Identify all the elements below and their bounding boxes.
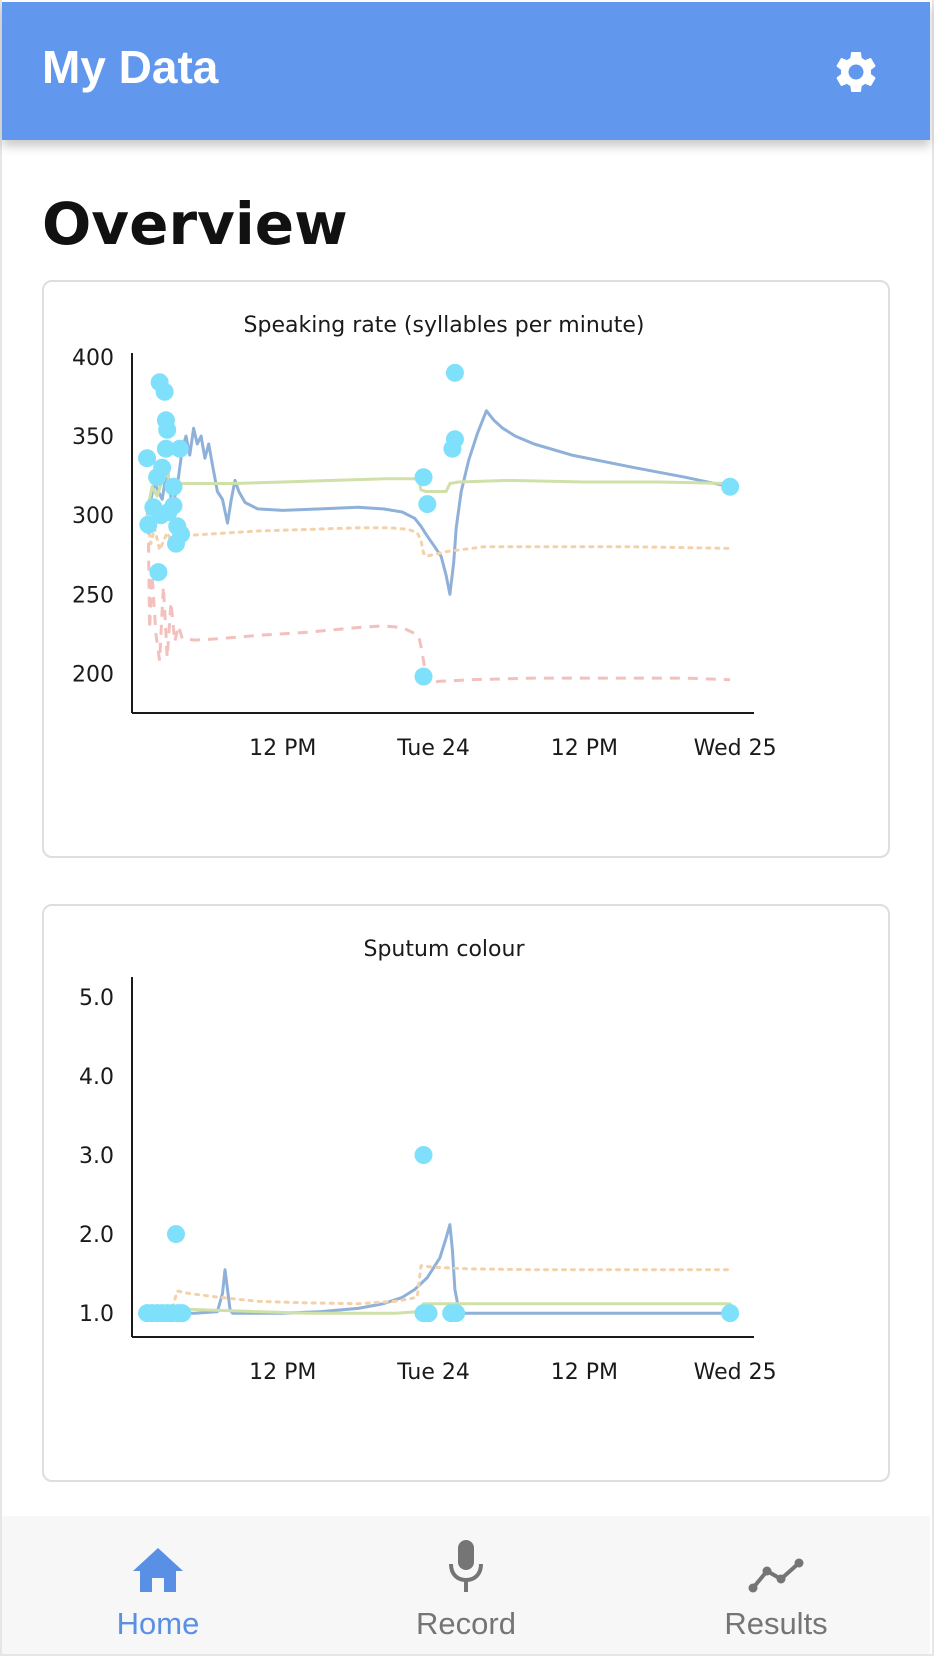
data-point [172, 525, 191, 544]
y-tick-label: 350 [72, 425, 114, 450]
x-tick-label: 12 PM [249, 1360, 316, 1385]
x-tick-label: 12 PM [551, 736, 618, 761]
y-tick-label: 400 [72, 346, 114, 371]
y-tick-label: 300 [72, 504, 114, 529]
x-tick-label: 12 PM [551, 1360, 618, 1385]
nav-record-label: Record [416, 1606, 516, 1641]
nav-home-label: Home [116, 1606, 200, 1641]
nav-results[interactable]: Results [656, 1516, 896, 1654]
page-title: Overview [42, 190, 348, 258]
data-point [170, 439, 189, 458]
nav-record[interactable]: Record [346, 1516, 586, 1654]
home-icon [133, 1548, 183, 1592]
y-tick-label: 200 [72, 662, 114, 687]
data-point [721, 1304, 740, 1323]
data-point [445, 363, 464, 382]
data-point [139, 515, 158, 534]
speaking-rate-card: Speaking rate (syllables per minute) 200 2… [42, 280, 890, 858]
x-tick-label: Wed 25 [694, 736, 777, 761]
data-point [414, 1146, 433, 1164]
app-title: My Data [42, 41, 219, 93]
data-point [419, 1304, 438, 1323]
speaking-rate-chart: Speaking rate (syllables per minute) 200 2… [72, 313, 777, 761]
data-point [418, 495, 437, 514]
gear-icon [836, 51, 876, 92]
data-point [414, 468, 433, 487]
data-point [164, 477, 183, 496]
bottom-navigation: Home Record Results [2, 1516, 930, 1654]
microphone-icon [449, 1540, 483, 1592]
series-line-dotted [145, 513, 732, 558]
data-point [447, 1304, 466, 1323]
data-point [445, 430, 464, 449]
series-line-solid [145, 409, 732, 596]
data-point [153, 458, 172, 477]
data-point [166, 1225, 185, 1244]
data-point [149, 563, 168, 582]
data-point [155, 382, 174, 401]
settings-button[interactable] [818, 34, 894, 110]
chart-title: Sputum colour [364, 937, 526, 962]
app-bar: My Data [2, 2, 930, 140]
nav-home[interactable]: Home [38, 1516, 278, 1654]
data-point [173, 1304, 192, 1323]
trend-line-icon [748, 1558, 804, 1593]
x-tick-label: Wed 25 [694, 1360, 777, 1385]
x-tick-label: Tue 24 [396, 1360, 470, 1385]
y-tick-label: 5.0 [79, 986, 114, 1011]
y-tick-label: 2.0 [79, 1223, 114, 1248]
data-point [156, 439, 175, 458]
y-tick-label: 4.0 [79, 1065, 114, 1090]
x-tick-label: 12 PM [249, 736, 316, 761]
data-point [414, 667, 433, 686]
y-tick-label: 1.0 [79, 1302, 114, 1327]
y-tick-label: 3.0 [79, 1144, 114, 1169]
y-tick-label: 250 [72, 583, 114, 608]
data-point [158, 420, 177, 439]
nav-results-label: Results [724, 1606, 828, 1641]
sputum-colour-chart: Sputum colour 1.0 2.0 3.0 4.0 5.0 12 PM Tue 24 1… [79, 937, 777, 1385]
data-point [164, 496, 183, 515]
sputum-colour-card: Sputum colour 1.0 2.0 3.0 4.0 5.0 12 PM Tue 24 1… [42, 904, 890, 1482]
chart-title: Speaking rate (syllables per minute) [244, 313, 645, 338]
data-point [138, 449, 157, 468]
x-tick-label: Tue 24 [396, 736, 470, 761]
series-line-solid [145, 1302, 732, 1315]
data-point [721, 477, 740, 496]
series-line-dashed [146, 524, 731, 685]
series-line-dotted [145, 1264, 732, 1315]
